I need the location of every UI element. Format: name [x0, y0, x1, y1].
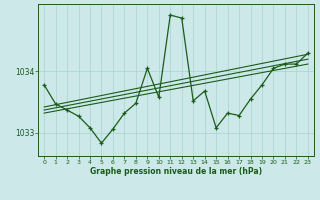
X-axis label: Graphe pression niveau de la mer (hPa): Graphe pression niveau de la mer (hPa): [90, 167, 262, 176]
